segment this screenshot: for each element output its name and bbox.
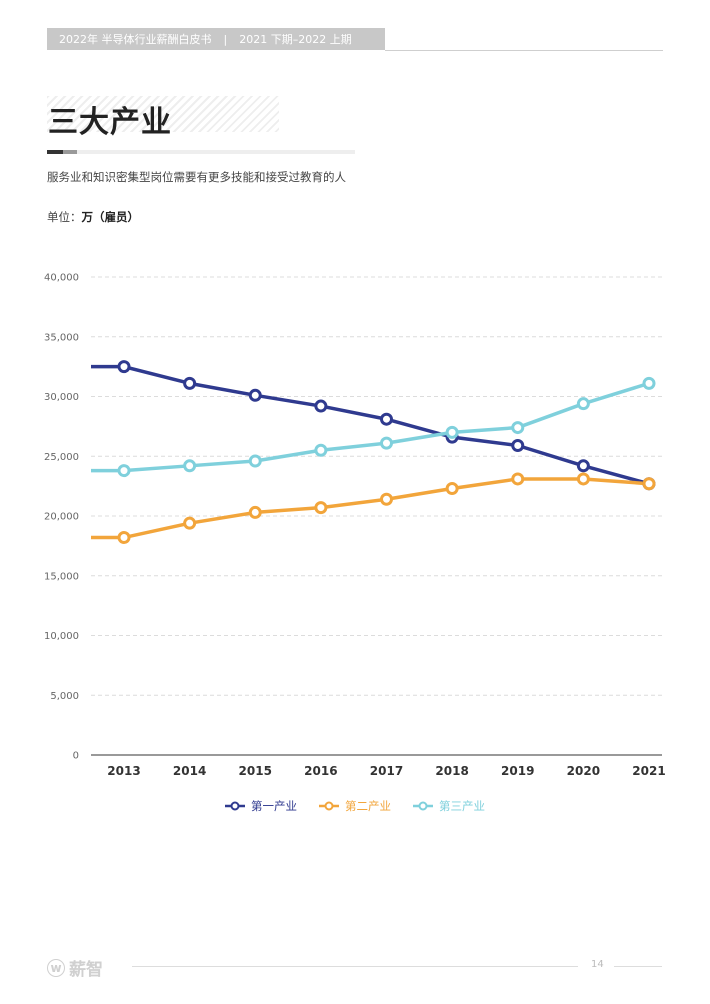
x-tick-label: 2021 bbox=[632, 764, 665, 778]
x-tick-label: 2018 bbox=[435, 764, 468, 778]
data-point bbox=[511, 438, 525, 452]
unit-label: 单位： bbox=[47, 210, 82, 224]
data-point bbox=[117, 464, 131, 478]
footer-rule-right bbox=[614, 966, 662, 967]
title-underline-accent-secondary bbox=[63, 150, 77, 154]
data-point bbox=[117, 531, 131, 545]
legend-swatch-marker bbox=[230, 801, 240, 811]
data-point bbox=[642, 376, 656, 390]
y-tick-label: 5,000 bbox=[50, 691, 79, 702]
data-point bbox=[511, 421, 525, 435]
y-tick-label: 40,000 bbox=[44, 273, 79, 284]
data-point bbox=[183, 376, 197, 390]
y-tick-label: 35,000 bbox=[44, 332, 79, 343]
series-line bbox=[91, 381, 650, 473]
data-point bbox=[380, 436, 393, 450]
data-point bbox=[380, 492, 393, 506]
y-tick-label: 30,000 bbox=[44, 392, 79, 403]
series-line bbox=[91, 477, 650, 540]
x-tick-label: 2013 bbox=[107, 764, 140, 778]
data-point bbox=[314, 399, 328, 413]
y-tick-label: 15,000 bbox=[44, 571, 79, 582]
x-tick-label: 2016 bbox=[304, 764, 337, 778]
legend-swatch-icon bbox=[225, 801, 245, 811]
legend-swatch-marker bbox=[418, 801, 428, 811]
x-tick-label: 2017 bbox=[370, 764, 403, 778]
series-line bbox=[91, 364, 650, 486]
y-tick-label: 0 bbox=[73, 751, 79, 762]
data-point bbox=[511, 472, 525, 486]
title-underline-accent bbox=[47, 150, 63, 154]
section-title: 三大产业 bbox=[48, 105, 172, 140]
legend-item: 第三产业 bbox=[413, 798, 485, 814]
axis-layer: 0 5,000 10,000 15,000 20,000 25,000 30,000 35,0… bbox=[44, 273, 666, 779]
y-tick-label: 20,000 bbox=[44, 512, 79, 523]
page-number: 14 bbox=[591, 959, 604, 970]
header-separator: | bbox=[223, 32, 228, 46]
legend-swatch-marker bbox=[324, 801, 334, 811]
data-point bbox=[576, 397, 590, 411]
y-tick-label: 25,000 bbox=[44, 452, 79, 463]
data-point bbox=[248, 505, 262, 519]
data-point bbox=[445, 482, 459, 496]
data-point bbox=[445, 425, 459, 439]
report-title: 2022年 半导体行业薪酬白皮书 bbox=[59, 33, 212, 46]
data-point bbox=[183, 516, 197, 530]
header-bar: 2022年 半导体行业薪酬白皮书 | 2021 下期–2022 上期 bbox=[47, 28, 385, 50]
data-point bbox=[248, 454, 262, 468]
data-point bbox=[248, 388, 262, 402]
chart-legend: 第一产业 第二产业 第三产业 bbox=[0, 798, 710, 814]
legend-item: 第一产业 bbox=[225, 798, 297, 814]
report-period: 2021 下期–2022 上期 bbox=[239, 33, 352, 46]
header-rule bbox=[385, 50, 663, 51]
data-point bbox=[380, 412, 393, 426]
legend-label: 第二产业 bbox=[345, 799, 391, 813]
legend-label: 第三产业 bbox=[439, 799, 485, 813]
grid-layer bbox=[91, 276, 662, 696]
title-hatch-decoration bbox=[47, 96, 279, 132]
footer-rule bbox=[132, 966, 578, 967]
unit-note: 单位：万（雇员） bbox=[47, 209, 139, 225]
legend-swatch-icon bbox=[413, 801, 433, 811]
series-layer bbox=[91, 360, 656, 545]
brand-mark-icon: w bbox=[47, 958, 65, 977]
unit-value: 万（雇员） bbox=[81, 210, 140, 224]
brand-logo: w 薪智 bbox=[47, 955, 103, 980]
data-point bbox=[642, 477, 656, 491]
data-point bbox=[314, 501, 328, 515]
brand-name: 薪智 bbox=[69, 960, 103, 980]
x-tick-label: 2020 bbox=[567, 764, 600, 778]
data-point bbox=[576, 472, 590, 486]
data-point bbox=[117, 360, 131, 374]
data-point bbox=[314, 443, 328, 457]
legend-swatch-icon bbox=[319, 801, 339, 811]
section-subtitle: 服务业和知识密集型岗位需要有更多技能和接受过教育的人 bbox=[47, 170, 346, 184]
data-point bbox=[183, 459, 197, 473]
title-underline bbox=[47, 150, 355, 154]
legend-label: 第一产业 bbox=[251, 799, 297, 813]
x-tick-label: 2015 bbox=[239, 764, 272, 778]
legend-item: 第二产业 bbox=[319, 798, 391, 814]
data-point bbox=[576, 459, 590, 473]
x-tick-label: 2014 bbox=[173, 764, 206, 778]
y-tick-label: 10,000 bbox=[44, 631, 79, 642]
x-tick-label: 2019 bbox=[501, 764, 534, 778]
